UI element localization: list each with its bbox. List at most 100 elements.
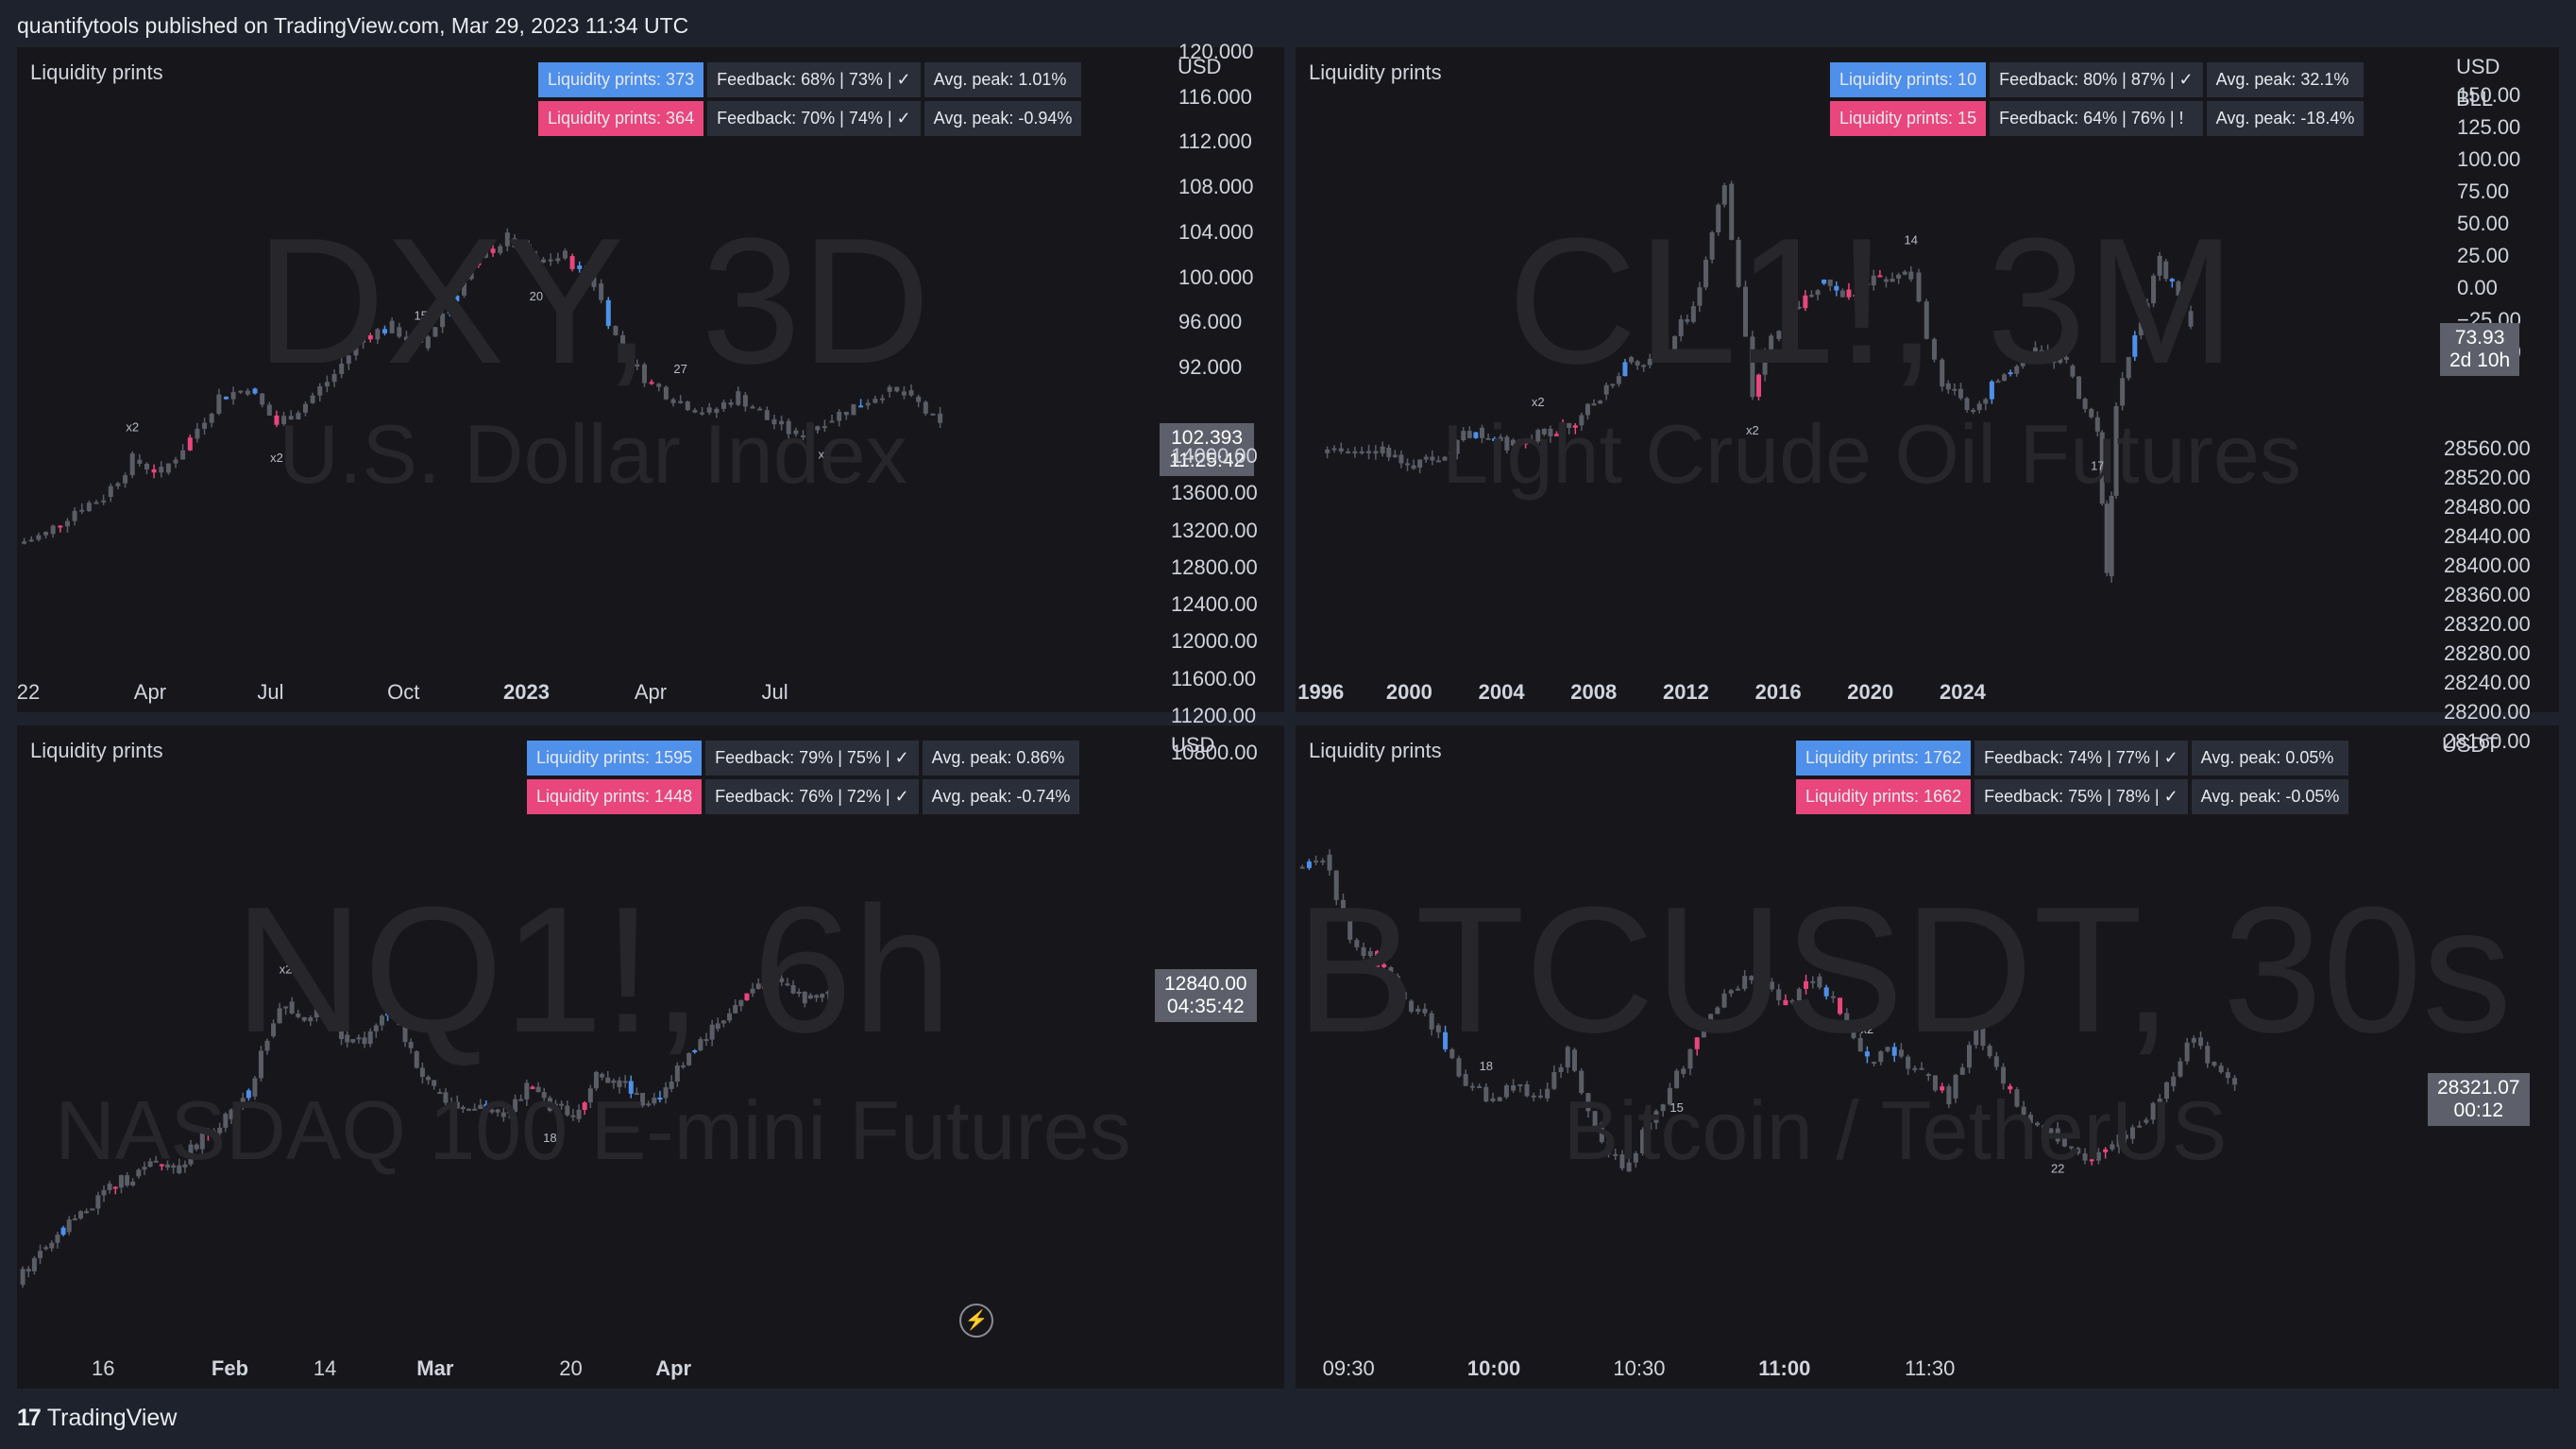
candle (86, 500, 92, 513)
candle (2039, 345, 2044, 357)
current-price-label: 12840.00 04:35:42 (1155, 969, 1257, 1022)
candle (1817, 973, 1822, 990)
print-annotation: x2 (819, 448, 832, 462)
candle (1477, 1083, 1483, 1088)
candle (1796, 300, 1802, 310)
chart-canvas[interactable]: x2 18 (17, 725, 1284, 1389)
candle (2027, 1112, 2033, 1127)
candle (519, 240, 525, 250)
indicator-title[interactable]: Liquidity prints (30, 739, 163, 762)
candle (142, 1161, 147, 1176)
candle (216, 388, 222, 416)
bull-avg-peak: Avg. peak: 1.01% (924, 62, 1082, 97)
candle (1503, 1083, 1509, 1100)
candle (1964, 397, 1970, 413)
candle (727, 1008, 733, 1023)
candle (123, 472, 128, 488)
candle (541, 256, 547, 264)
y-tick-label: 14000.00 (1171, 444, 1258, 468)
candle (1354, 937, 1360, 951)
candle (95, 1191, 101, 1215)
candle (627, 354, 633, 372)
candle (757, 406, 763, 411)
candle (1853, 294, 1858, 302)
candle (1635, 359, 1640, 370)
candle (379, 1014, 384, 1031)
candle (2099, 430, 2105, 506)
candle (1995, 379, 2001, 384)
candle (1510, 438, 1516, 450)
y-tick-label: 150.00 (2457, 83, 2521, 107)
candle (1823, 984, 1829, 1000)
candle (1653, 1109, 1659, 1130)
candle (2123, 1130, 2128, 1146)
chart-panel-dxy[interactable]: x2 x2 15 20 27 x2 DXY, 3D U.S. Dollar Index L… (17, 40, 1284, 712)
candle (1790, 304, 1796, 320)
candle (1971, 408, 1976, 415)
y-tick-label: 125.00 (2457, 115, 2521, 139)
candle (1367, 947, 1373, 958)
candle (58, 525, 63, 533)
candle (22, 537, 27, 545)
candle (720, 399, 726, 413)
chart-canvas[interactable]: 18 15 x2 22 (1296, 725, 2559, 1389)
candle (1571, 1048, 1577, 1073)
candle (807, 993, 813, 999)
candle (1430, 450, 1435, 466)
y-tick-label: 13600.00 (1171, 481, 1258, 505)
candle (1708, 1014, 1714, 1030)
bear-prints-label: Liquidity prints: 1448 (527, 779, 703, 814)
candle (1523, 437, 1529, 449)
indicator-title[interactable]: Liquidity prints (1309, 60, 1442, 84)
candle (1490, 1092, 1496, 1103)
tradingview-brand[interactable]: 17 TradingView (17, 1405, 177, 1432)
indicator-title[interactable]: Liquidity prints (30, 60, 163, 84)
bull-feedback: Feedback: 74% | 77% | ✓ (1974, 741, 2188, 776)
candle (703, 1032, 709, 1047)
chart-panel-btcusdt[interactable]: 18 15 x2 22 BTCUSDT, 30s Bitcoin / TetherUS… (1296, 436, 2559, 1389)
candle (432, 1080, 437, 1090)
candle (820, 993, 825, 1002)
candle (66, 1216, 72, 1236)
chart-panel-nq1[interactable]: x2 18 NQ1!, 6h NASDAQ 100 E-mini Futures … (17, 444, 1284, 1389)
candle (923, 400, 928, 416)
candle (437, 1088, 443, 1095)
candle (283, 1006, 289, 1015)
candle (317, 383, 323, 401)
y-tick-label: 11600.00 (1171, 666, 1257, 690)
candle (260, 392, 265, 408)
chart-panel-cl1[interactable]: x2 x2 14 17 CL1!, 3M Light Crude Oil Future… (1296, 47, 2559, 712)
print-annotation: 22 (2051, 1162, 2064, 1176)
candle (1916, 268, 1922, 303)
chart-canvas[interactable]: x2 x2 15 20 27 x2 (17, 47, 1284, 712)
candle (449, 1097, 454, 1110)
candle (447, 300, 452, 316)
candle (1660, 1103, 1666, 1117)
candle (1338, 442, 1344, 454)
candle (1857, 1032, 1863, 1052)
published-caption: quantifytools published on TradingView.c… (17, 13, 689, 38)
candle (25, 1266, 31, 1278)
candle (137, 453, 143, 468)
candle (2021, 1100, 2026, 1118)
candle (252, 1076, 258, 1100)
candle (720, 1020, 726, 1028)
candle (1511, 1079, 1517, 1093)
candle (1466, 426, 1472, 439)
indicator-title[interactable]: Liquidity prints (1309, 739, 1442, 762)
candle (1409, 998, 1415, 1014)
candle (1945, 380, 1951, 394)
candle (513, 1094, 518, 1113)
candle (582, 1100, 587, 1116)
chart-canvas[interactable]: x2 x2 14 17 (1296, 47, 2559, 712)
candle (165, 463, 171, 475)
candle (1443, 1025, 1449, 1052)
candle (101, 494, 107, 505)
y-tick-label: 12800.00 (1171, 554, 1258, 579)
candle (240, 1092, 246, 1111)
candle (1492, 436, 1498, 447)
candle (1784, 317, 1789, 337)
candle (2188, 305, 2194, 330)
lightning-icon[interactable]: ⚡ (959, 1304, 993, 1338)
candle (692, 407, 698, 414)
